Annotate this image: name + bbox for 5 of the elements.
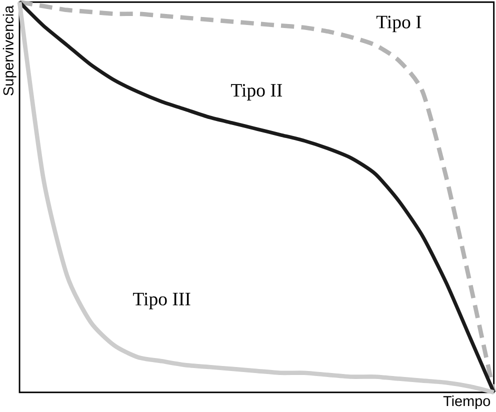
y-axis-title: Supervivencia [2,5,16,96]
series-label: Tipo I [376,16,422,32]
series-label: Tipo II [231,84,282,100]
x-axis-title: Tiempo [443,396,490,410]
text: Tipo III [133,292,190,310]
